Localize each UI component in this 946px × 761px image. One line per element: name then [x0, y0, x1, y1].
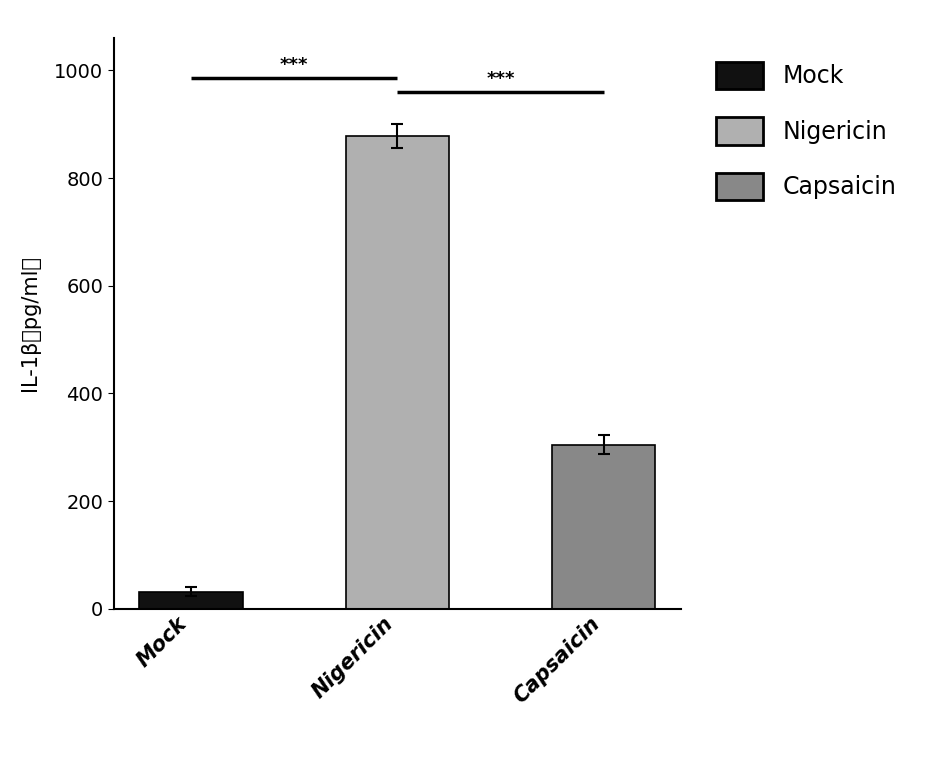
Y-axis label: IL-1β（pg/ml）: IL-1β（pg/ml） [20, 256, 40, 391]
Legend: Mock, Nigericin, Capsaicin: Mock, Nigericin, Capsaicin [704, 50, 908, 212]
Text: ***: *** [486, 69, 515, 88]
Text: ***: *** [280, 56, 308, 74]
Bar [139, 591, 242, 609]
Bar [552, 444, 656, 609]
Bar [345, 136, 449, 609]
